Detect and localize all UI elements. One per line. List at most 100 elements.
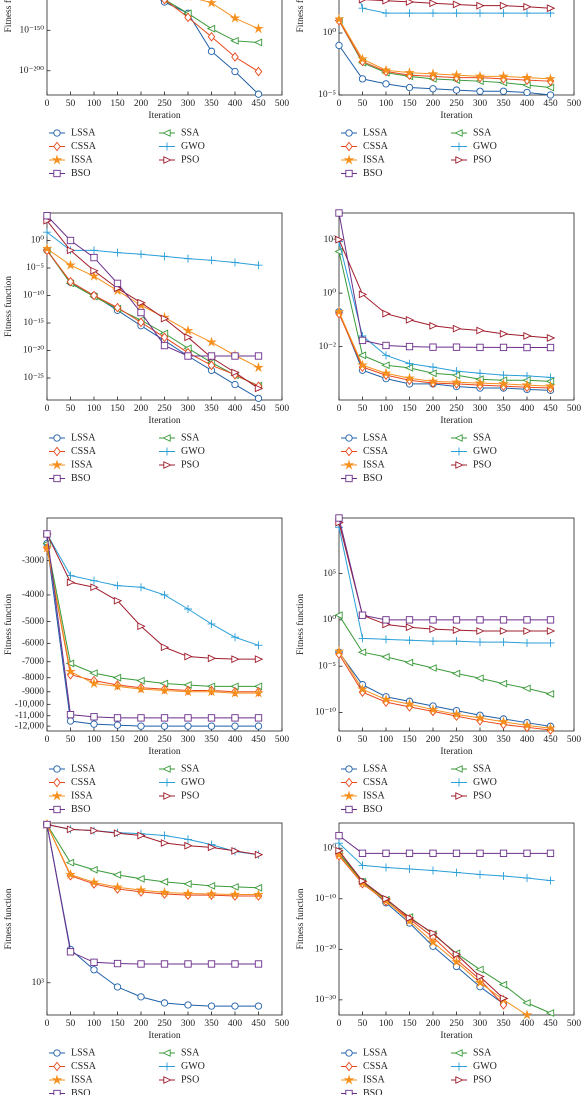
marker (113, 596, 123, 605)
marker (88, 270, 100, 281)
marker (206, 24, 216, 33)
legend-item: GWO (159, 777, 205, 788)
legend-label: LSSA (71, 1047, 96, 1058)
marker (521, 719, 533, 730)
marker (545, 690, 555, 698)
legend-item: BSO (49, 804, 90, 815)
marker (53, 765, 61, 773)
marker (160, 960, 169, 968)
marker (474, 977, 486, 988)
x-tick-label: 150 (402, 735, 417, 745)
marker (476, 9, 484, 18)
x-tick-label: 200 (426, 99, 441, 109)
x-tick-label: 250 (449, 404, 464, 414)
marker (474, 70, 486, 81)
marker (452, 9, 461, 18)
x-tick-label: 0 (45, 99, 50, 109)
legend-label: SSA (181, 432, 200, 443)
legend-label: BSO (363, 168, 382, 179)
marker (335, 306, 345, 317)
x-tick-label: 350 (496, 735, 511, 745)
marker (182, 887, 194, 899)
x-tick-label: 250 (157, 404, 172, 414)
x-tick-label: 200 (426, 404, 441, 414)
marker (499, 1, 509, 10)
marker (231, 368, 240, 377)
marker (163, 1062, 171, 1071)
marker (357, 53, 368, 64)
marker (66, 717, 75, 725)
marker (51, 790, 63, 801)
y-axis-title: Fitness function (3, 0, 14, 32)
marker (451, 708, 462, 719)
marker (523, 88, 531, 97)
legend-label: LSSA (71, 432, 96, 443)
marker (405, 315, 415, 324)
legend-label: PSO (473, 154, 491, 165)
marker (358, 336, 367, 345)
marker (53, 777, 61, 788)
marker (231, 1002, 239, 1010)
x-tick-label: 500 (567, 1019, 582, 1029)
legend-item: ISSA (341, 1074, 385, 1085)
marker (455, 1062, 463, 1071)
marker (523, 2, 532, 11)
marker (382, 80, 390, 88)
x-tick-label: 400 (228, 99, 243, 109)
marker (184, 1001, 192, 1009)
series-line (199, 0, 259, 30)
legend-item: GWO (451, 141, 497, 152)
marker (546, 4, 556, 13)
x-tick-label: 100 (87, 404, 102, 414)
chart-panel: 10² 10⁰ 10⁻² 0 50 100 150 200 250 300 350 400 450 500… (319, 209, 581, 484)
marker (452, 367, 461, 376)
marker (476, 369, 484, 378)
marker (135, 683, 147, 694)
marker (43, 243, 53, 254)
series-line (46, 250, 259, 387)
x-tick-label: 450 (251, 404, 266, 414)
marker (343, 1074, 355, 1085)
legend-item: CSSA (49, 141, 97, 152)
y-tick-label: 10² (324, 235, 337, 245)
legend-label: GWO (181, 446, 205, 457)
x-tick-label: 500 (275, 99, 290, 109)
marker (405, 636, 414, 645)
marker (184, 960, 192, 968)
x-tick-label: 50 (358, 735, 368, 745)
legend-label: CSSA (71, 1061, 97, 1072)
x-tick-label: 0 (337, 1019, 342, 1029)
y-tick-label: -12,000 (15, 721, 45, 731)
series-line (338, 251, 551, 382)
legend-label: SSA (181, 763, 200, 774)
marker (475, 674, 484, 683)
x-tick-label: 50 (358, 404, 368, 414)
x-tick-label: 350 (204, 1019, 219, 1029)
plot-frame (46, 822, 283, 1016)
y-axis-title: Fitness function (3, 594, 14, 655)
marker (163, 778, 171, 787)
marker (476, 870, 484, 879)
marker (90, 266, 99, 275)
chart-panel: 10⁵ 10⁰ 10⁻⁵ 10⁻¹⁰ 0 50 100 150 200 250 300 350 400 4… (295, 514, 581, 815)
marker (207, 960, 216, 968)
legend-item: ISSA (49, 790, 93, 801)
marker (160, 839, 170, 847)
marker (429, 9, 437, 18)
legend-item: BSO (49, 168, 90, 179)
legend-item: LSSA (341, 763, 388, 774)
series-line (338, 311, 551, 387)
series-line (338, 18, 551, 80)
y-tick-label: 10⁻¹⁰ (23, 291, 44, 301)
series-line (362, 0, 551, 9)
series-line (46, 250, 259, 387)
series-line (46, 824, 259, 896)
marker (523, 627, 532, 635)
x-tick-label: 50 (358, 99, 368, 109)
legend-label: BSO (363, 1088, 382, 1095)
marker (254, 261, 263, 270)
legend-item: CSSA (49, 1061, 97, 1072)
marker (498, 70, 509, 81)
x-tick-label: 300 (473, 1019, 488, 1029)
